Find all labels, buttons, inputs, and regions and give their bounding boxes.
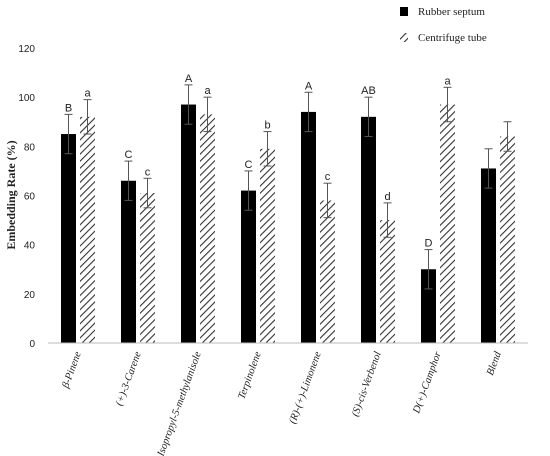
legend-swatch-rubber-septum: [400, 7, 408, 16]
significance-label: C: [125, 149, 133, 161]
significance-label: a: [204, 85, 211, 97]
error-bar-centrifuge-tube-r-limonene: [323, 182, 332, 219]
x-tick-label: 2-Isopropyl-5-methylanisole: [153, 350, 204, 456]
error-bar-centrifuge-tube-terpinolene: [263, 131, 272, 167]
bar-rubber-septum-blend: [481, 168, 496, 343]
bar-rubber-septum-terpinolene: [241, 190, 256, 343]
error-bar-centrifuge-tube-s-cis-verbenol: [383, 202, 392, 238]
bars: [61, 104, 515, 344]
bar-rubber-septum-pinene: [61, 134, 76, 343]
error-bar-centrifuge-tube-pinene: [83, 99, 92, 135]
bar-centrifuge-tube-d-camphor: [440, 104, 455, 344]
error-bar-rubber-septum-3-carene: [124, 160, 133, 201]
error-bar-rubber-septum-2-isopropyl-5-methylanisole: [184, 84, 193, 125]
bar-centrifuge-tube-blend: [500, 136, 515, 343]
significance-label: B: [65, 102, 72, 114]
error-bar-centrifuge-tube-d-camphor: [443, 86, 452, 123]
x-tick-label: (R)-(+)-Limonene: [288, 350, 324, 425]
bar-centrifuge-tube-r-limonene: [320, 200, 335, 343]
bar-rubber-septum-2-isopropyl-5-methylanisole: [181, 104, 196, 344]
error-bars: [64, 84, 512, 290]
significance-label: a: [84, 88, 91, 100]
y-axis-ticks: 0 20 40 60 80 100 120: [18, 44, 35, 350]
legend: Rubber septum Centrifuge tube: [400, 6, 487, 44]
error-bar-centrifuge-tube-3-carene: [143, 177, 152, 209]
x-tick-label: (S)-cis-Verbenol: [350, 350, 384, 418]
x-tick-label: D(+)-Camphor: [411, 349, 444, 415]
significance-label: A: [185, 73, 193, 85]
error-bar-rubber-septum-terpinolene: [244, 170, 253, 211]
significance-label: a: [444, 75, 451, 87]
legend-label-centrifuge-tube: Centrifuge tube: [418, 32, 487, 44]
bar-centrifuge-tube-3-carene: [140, 193, 155, 343]
error-bar-rubber-septum-s-cis-verbenol: [364, 96, 373, 137]
y-tick-label: 40: [24, 241, 36, 252]
error-bar-centrifuge-tube-2-isopropyl-5-methylanisole: [203, 96, 212, 133]
bar-rubber-septum-s-cis-verbenol: [361, 116, 376, 343]
y-axis-label: Embedding Rate (%): [4, 140, 18, 249]
significance-label: d: [384, 191, 390, 203]
error-bar-rubber-septum-blend: [484, 148, 493, 189]
x-tick-label: β-Pinene: [60, 350, 84, 391]
x-axis-category-labels: β-Pinene (+)-3-Carene 2-Isopropyl-5-methyl…: [60, 349, 504, 456]
y-tick-label: 100: [18, 93, 35, 104]
error-bar-centrifuge-tube-blend: [503, 121, 512, 152]
x-tick-label: Blend: [485, 350, 504, 377]
error-bar-rubber-septum-d-camphor: [424, 249, 433, 290]
y-tick-label: 60: [24, 192, 36, 203]
y-tick-label: 20: [24, 290, 36, 301]
bar-centrifuge-tube-2-isopropyl-5-methylanisole: [200, 114, 215, 343]
bar-rubber-septum-r-limonene: [301, 111, 316, 344]
y-tick-label: 80: [24, 142, 36, 153]
bar-centrifuge-tube-s-cis-verbenol: [380, 220, 395, 343]
bar-centrifuge-tube-terpinolene: [260, 148, 275, 343]
significance-label: C: [245, 159, 253, 171]
significance-label: c: [145, 166, 151, 178]
significance-labels: Ba Cc Aa Cb Ac AB d Da: [65, 73, 452, 250]
bar-rubber-septum-d-camphor: [421, 269, 436, 343]
significance-label: A: [305, 80, 313, 92]
y-tick-label: 120: [18, 44, 35, 55]
error-bar-rubber-septum-r-limonene: [304, 91, 313, 133]
legend-label-rubber-septum: Rubber septum: [418, 6, 485, 18]
x-tick-label: (+)-3-Carene: [114, 350, 144, 407]
error-bar-rubber-septum-pinene: [64, 113, 73, 155]
legend-swatch-centrifuge-tube: [400, 33, 408, 42]
significance-label: c: [325, 171, 331, 183]
bar-rubber-septum-3-carene: [121, 180, 136, 343]
significance-label: AB: [361, 85, 376, 97]
x-tick-label: Terpinolene: [236, 350, 263, 401]
y-tick-label: 0: [29, 339, 35, 350]
significance-label: b: [264, 120, 270, 132]
significance-label: D: [425, 238, 433, 250]
bar-centrifuge-tube-pinene: [80, 116, 95, 343]
